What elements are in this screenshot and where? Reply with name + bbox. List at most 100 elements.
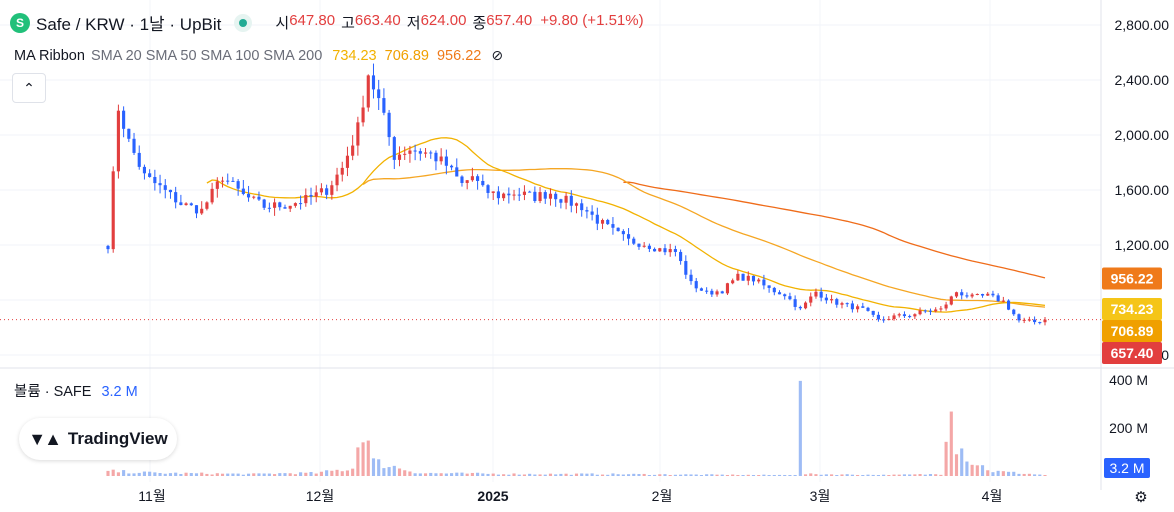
candle-body (548, 193, 553, 199)
candle-body (705, 290, 709, 292)
open-value: 647.80 (289, 12, 336, 29)
volume-bar (512, 473, 516, 476)
volume-bar (777, 474, 782, 476)
volume-last-badge (1104, 458, 1150, 478)
volume-bar (200, 472, 204, 476)
candle-body (1027, 319, 1031, 321)
price-label-badge (1102, 320, 1162, 343)
candle-body (996, 295, 1000, 302)
candle-body (642, 245, 646, 247)
volume-bar (949, 411, 953, 476)
candle-body (330, 185, 334, 195)
candle-body (637, 243, 641, 247)
volume-bar (351, 468, 355, 476)
candle-body (663, 248, 667, 253)
volume-bar (455, 472, 459, 476)
candle-body (142, 166, 147, 174)
volume-bar (642, 473, 646, 476)
candle-body (689, 274, 693, 282)
candle-body (694, 281, 698, 289)
volume-bar (705, 474, 709, 476)
volume-bar (502, 474, 506, 476)
candle-body (470, 176, 474, 181)
eye-off-icon[interactable]: ⊘ (491, 47, 504, 63)
candle-body (928, 310, 933, 312)
candle-body (299, 203, 303, 205)
candle-body (673, 249, 677, 252)
volume-bar (991, 472, 995, 476)
candle-body (408, 150, 412, 154)
settings-icon[interactable]: ⚙ (1134, 489, 1148, 506)
volume-bar (632, 473, 636, 476)
candle-body (720, 291, 724, 294)
candle-body (262, 199, 266, 208)
candle-body (429, 152, 433, 154)
price-tick-label: 1,200.00 (1115, 237, 1170, 253)
candle-body (465, 180, 469, 183)
candle-body (897, 314, 901, 316)
candle-body (215, 181, 219, 189)
volume-bar (751, 475, 756, 476)
volume-bar (283, 473, 287, 476)
volume-label: 볼륨 · SAFE (14, 384, 92, 400)
volume-bar (450, 473, 454, 476)
volume-bar (788, 475, 792, 476)
volume-bar (257, 473, 261, 476)
close-label: 종 (472, 15, 487, 32)
volume-bar (548, 473, 553, 476)
volume-legend[interactable]: 볼륨 · SAFE 3.2 M (14, 380, 138, 401)
market-status-icon[interactable] (239, 18, 248, 27)
candle-body (871, 310, 875, 315)
tradingview-logo-text: TradingView (67, 429, 168, 448)
candle-body (751, 275, 756, 282)
volume-bar (278, 473, 282, 476)
candle-body (1001, 300, 1005, 302)
volume-bar (241, 474, 245, 476)
candle-body (1022, 319, 1026, 321)
candle-body (626, 234, 631, 239)
candle-body (949, 296, 953, 305)
ma-ribbon-name: MA Ribbon (14, 47, 85, 64)
candle-body (1006, 300, 1011, 310)
volume-bar (127, 473, 131, 476)
volume-bar (408, 471, 412, 476)
volume-bar (673, 474, 677, 476)
candle-body (377, 89, 381, 99)
ma50-value: 706.89 (384, 47, 429, 64)
volume-bar (861, 475, 865, 476)
candle-body (444, 156, 448, 166)
ma-ribbon-legend[interactable]: MA Ribbon SMA 20 SMA 50 SMA 100 SMA 200 … (14, 47, 503, 64)
volume-bar (132, 473, 136, 476)
tradingview-logo[interactable]: ▼▲ TradingView (19, 418, 177, 460)
collapse-legend-button[interactable]: ⌃ (12, 73, 46, 103)
volume-bar (528, 473, 532, 476)
candle-body (179, 202, 183, 206)
volume-bar (366, 440, 370, 476)
volume-bar (830, 474, 834, 476)
ma100-value: 956.22 (436, 47, 482, 64)
candle-body (361, 107, 365, 123)
candle-body (413, 150, 417, 152)
volume-bar (288, 473, 292, 476)
candle-body (517, 194, 521, 196)
volume-bar (814, 474, 818, 476)
candle-body (200, 208, 204, 214)
volume-bar (611, 473, 615, 476)
volume-bar (444, 473, 448, 476)
candle-body (798, 306, 802, 309)
volume-bar (210, 474, 214, 476)
candle-body (533, 191, 537, 202)
volume-bar (647, 475, 651, 476)
volume-bar (220, 473, 225, 476)
candle-body (902, 314, 907, 317)
candle-body (892, 315, 896, 320)
volume-bar (980, 465, 985, 476)
candle-body (174, 192, 178, 203)
candle-body (632, 238, 636, 244)
volume-bar (824, 474, 828, 476)
volume-bar (361, 442, 365, 476)
volume-bar (819, 474, 823, 476)
volume-bar (965, 461, 969, 476)
symbol-title[interactable]: Safe / KRW · 1날 · UpBit (36, 15, 222, 34)
